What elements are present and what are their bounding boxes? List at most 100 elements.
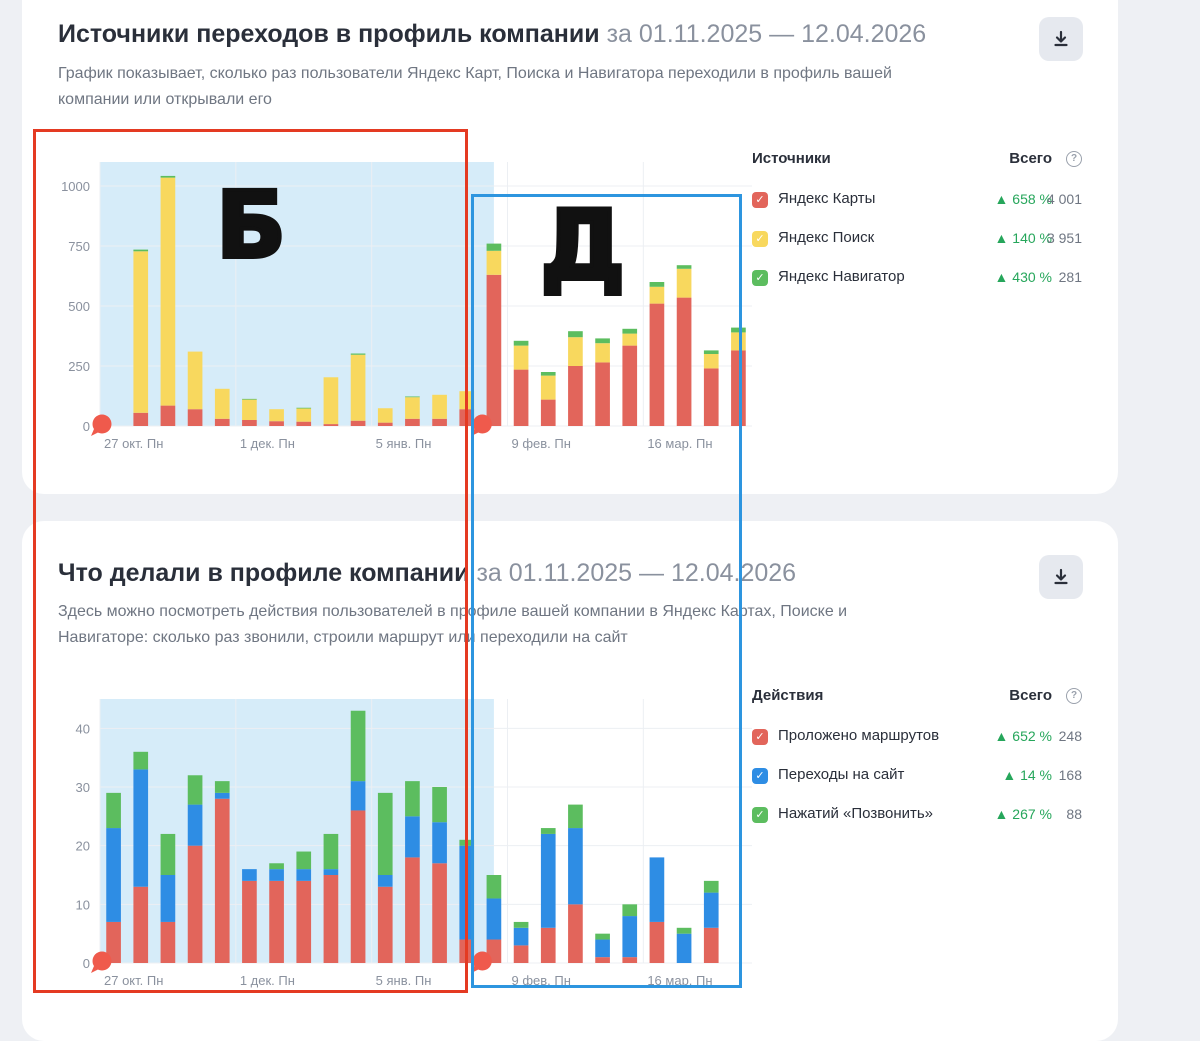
bar-segment [703, 892, 719, 928]
bar-segment [513, 927, 529, 946]
bar-segment [676, 933, 692, 963]
y-tick-label: 30 [76, 780, 90, 795]
actions-title: Что делали в профиле компании за 01.11.2… [58, 559, 796, 588]
bar-segment [106, 921, 121, 963]
actions-download-button[interactable] [1039, 555, 1083, 599]
checkbox-checked-icon[interactable]: ✓ [752, 192, 768, 208]
bar-segment [676, 268, 692, 298]
checkbox-checked-icon[interactable]: ✓ [752, 768, 768, 784]
bar-segment [377, 792, 393, 875]
bar-segment [676, 265, 692, 269]
bar-segment [242, 398, 257, 400]
download-icon [1054, 30, 1068, 47]
bar-segment [350, 353, 366, 355]
bar-segment [160, 405, 176, 426]
bar-segment [214, 418, 230, 426]
highlight-region [100, 162, 494, 426]
bar-segment [187, 804, 203, 846]
legend-item[interactable]: ✓ Проложено маршрутов ▲ 652 % 248 [752, 725, 1084, 764]
bar-segment [486, 250, 502, 275]
y-tick-label: 750 [68, 239, 90, 254]
legend-item-change: ▲ 14 % [1002, 767, 1052, 783]
checkbox-checked-icon[interactable]: ✓ [752, 270, 768, 286]
bar-segment [622, 333, 638, 346]
bar-segment [160, 833, 176, 875]
help-icon[interactable]: ? [1066, 688, 1082, 704]
bar-segment [622, 957, 638, 963]
bar-segment [459, 845, 475, 940]
bar-segment [377, 875, 393, 887]
bar-segment [731, 332, 746, 351]
bar-segment [160, 177, 176, 406]
y-tick-label: 10 [76, 897, 90, 912]
legend-item-total: 4 001 [1046, 191, 1082, 207]
sources-title: Источники переходов в профиль компании з… [58, 20, 926, 49]
event-marker-icon [91, 951, 112, 973]
bar-segment [459, 939, 475, 963]
bar-segment [296, 408, 312, 422]
bar-segment [540, 833, 556, 928]
annotation-letter-b: Б [214, 170, 288, 281]
bar-segment [350, 420, 366, 426]
bar-segment [486, 243, 502, 251]
bar-segment [269, 421, 284, 426]
legend-item-label: Проложено маршрутов [778, 727, 940, 744]
x-tick-label: 5 янв. Пн [376, 973, 432, 988]
legend-item-label: Переходы на сайт [778, 766, 905, 783]
checkbox-checked-icon[interactable]: ✓ [752, 807, 768, 823]
bar-segment [595, 343, 610, 363]
y-tick-label: 20 [76, 839, 90, 854]
legend-item[interactable]: ✓ Яндекс Карты ▲ 658 % 4 001 [752, 188, 1084, 227]
bar-segment [540, 927, 556, 963]
bar-segment [214, 792, 230, 799]
bar-segment [595, 957, 610, 963]
annotation-letter-d: Д [538, 188, 627, 304]
legend-header-label: Источники [752, 150, 831, 167]
event-marker-circle [472, 951, 492, 971]
bar-segment [703, 350, 719, 354]
bar-segment [540, 399, 556, 426]
bar-segment [676, 297, 692, 426]
bar-segment [568, 337, 583, 366]
x-tick-label: 27 окт. Пн [104, 973, 163, 988]
sources-card: Источники переходов в профиль компании з… [22, 0, 1118, 494]
x-tick-label: 1 дек. Пн [240, 436, 295, 451]
bar-segment [323, 875, 339, 963]
bar-segment [187, 845, 203, 963]
actions-title-text: Что делали в профиле компании [58, 559, 470, 587]
legend-item[interactable]: ✓ Яндекс Навигатор ▲ 430 % 281 [752, 266, 1084, 305]
legend-item-label: Яндекс Поиск [778, 229, 875, 246]
bar-segment [622, 345, 638, 426]
event-marker-circle [92, 951, 112, 971]
bar-segment [540, 828, 556, 834]
bar-segment [432, 863, 447, 963]
bar-segment [622, 328, 638, 334]
legend-item-label: Яндекс Карты [778, 190, 876, 207]
bar-segment [350, 710, 366, 782]
legend-item-change: ▲ 658 % [994, 191, 1052, 207]
sources-download-button[interactable] [1039, 17, 1083, 61]
legend-item[interactable]: ✓ Яндекс Поиск ▲ 140 % 3 951 [752, 227, 1084, 266]
bar-segment [269, 869, 284, 881]
help-icon[interactable]: ? [1066, 151, 1082, 167]
download-icon [1054, 568, 1068, 585]
bar-segment [187, 351, 203, 410]
bar-segment [649, 282, 665, 287]
legend-item[interactable]: ✓ Переходы на сайт ▲ 14 % 168 [752, 764, 1084, 803]
checkbox-checked-icon[interactable]: ✓ [752, 231, 768, 247]
event-marker-tail [91, 966, 99, 973]
bar-segment [133, 251, 149, 413]
bar-segment [269, 880, 284, 963]
bar-segment [106, 828, 121, 922]
checkbox-checked-icon[interactable]: ✓ [752, 729, 768, 745]
legend-item-total: 281 [1058, 269, 1082, 285]
bar-segment [595, 362, 610, 426]
bar-segment [133, 886, 149, 963]
sources-period: за 01.11.2025 — 12.04.2026 [606, 20, 927, 48]
bar-segment [133, 751, 149, 770]
legend-header-label: Действия [752, 687, 824, 704]
bar-segment [296, 421, 312, 426]
legend-item[interactable]: ✓ Нажатий «Позвонить» ▲ 267 % 88 [752, 803, 1084, 842]
bar-segment [513, 340, 529, 346]
y-tick-label: 500 [68, 299, 90, 314]
